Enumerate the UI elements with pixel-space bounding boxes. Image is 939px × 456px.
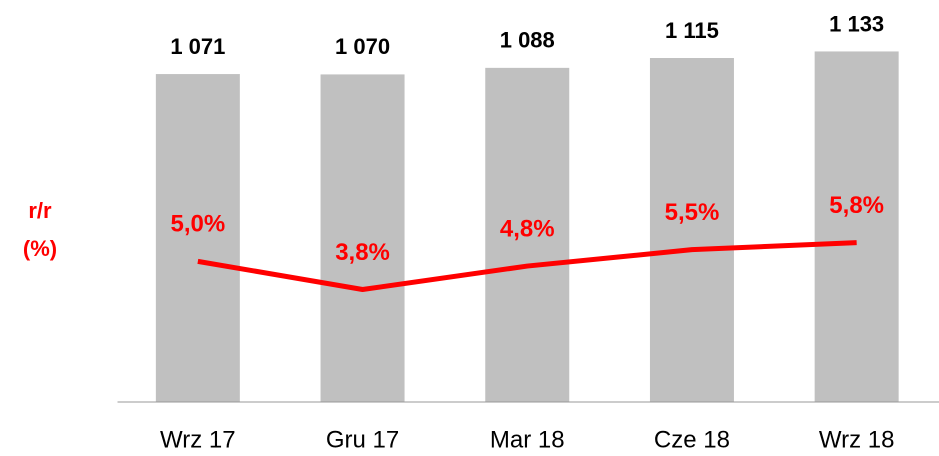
bar (814, 51, 899, 402)
line-value-label: 5,5% (665, 199, 720, 226)
x-tick-label: Wrz 17 (160, 426, 236, 453)
bar-value-label: 1 071 (170, 34, 225, 59)
bar (485, 67, 570, 403)
y2-axis-label: r/r (28, 198, 52, 223)
line-value-label: 4,8% (500, 215, 555, 242)
x-tick-label: Wrz 18 (819, 426, 895, 453)
x-tick-label: Mar 18 (490, 426, 565, 453)
x-tick-label: Gru 17 (326, 426, 399, 453)
bar (320, 74, 405, 402)
bar-value-label: 1 133 (829, 11, 884, 36)
bar (155, 74, 240, 402)
y2-axis-label: (%) (23, 236, 57, 261)
line (197, 240, 857, 292)
line-value-label: 5,0% (170, 211, 225, 238)
bar-value-label: 1 070 (335, 34, 390, 59)
bar (649, 58, 734, 403)
x-tick-label: Cze 18 (654, 426, 730, 453)
line-value-label: 3,8% (335, 239, 390, 266)
bar-value-label: 1 115 (665, 18, 719, 43)
line-value-label: 5,8% (829, 192, 884, 219)
bar-value-label: 1 088 (500, 28, 555, 53)
